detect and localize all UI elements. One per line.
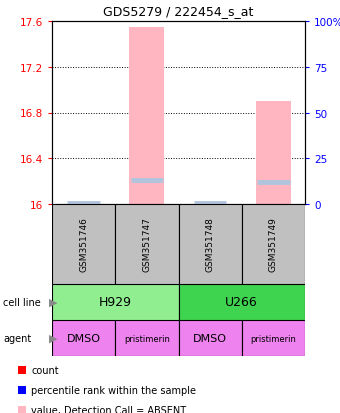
Title: GDS5279 / 222454_s_at: GDS5279 / 222454_s_at (103, 5, 254, 18)
Bar (115, 320, 178, 356)
Text: U266: U266 (225, 296, 258, 309)
Text: GSM351748: GSM351748 (206, 217, 215, 272)
Bar (178, 204, 242, 284)
Text: ▶: ▶ (49, 333, 58, 343)
Text: GSM351749: GSM351749 (269, 217, 278, 272)
Text: pristimerin: pristimerin (124, 334, 170, 343)
Text: H929: H929 (99, 296, 132, 309)
Bar (242, 204, 305, 284)
Bar (52, 320, 115, 356)
Bar (18, 386, 27, 394)
Text: count: count (31, 365, 59, 375)
Text: DMSO: DMSO (67, 333, 101, 343)
Bar (18, 366, 27, 374)
Bar (52, 204, 115, 284)
Bar (178, 284, 305, 320)
Text: GSM351747: GSM351747 (142, 217, 151, 272)
Text: agent: agent (3, 333, 32, 343)
Bar (18, 406, 27, 413)
Bar (52, 284, 178, 320)
Bar (115, 204, 178, 284)
Bar (178, 320, 242, 356)
Bar (256, 102, 291, 204)
Text: GSM351746: GSM351746 (79, 217, 88, 272)
Bar (242, 320, 305, 356)
Text: cell line: cell line (3, 297, 41, 307)
Text: pristimerin: pristimerin (251, 334, 296, 343)
Bar (130, 28, 164, 204)
Text: value, Detection Call = ABSENT: value, Detection Call = ABSENT (31, 405, 186, 413)
Text: percentile rank within the sample: percentile rank within the sample (31, 385, 196, 395)
Text: DMSO: DMSO (193, 333, 227, 343)
Text: ▶: ▶ (49, 297, 58, 307)
